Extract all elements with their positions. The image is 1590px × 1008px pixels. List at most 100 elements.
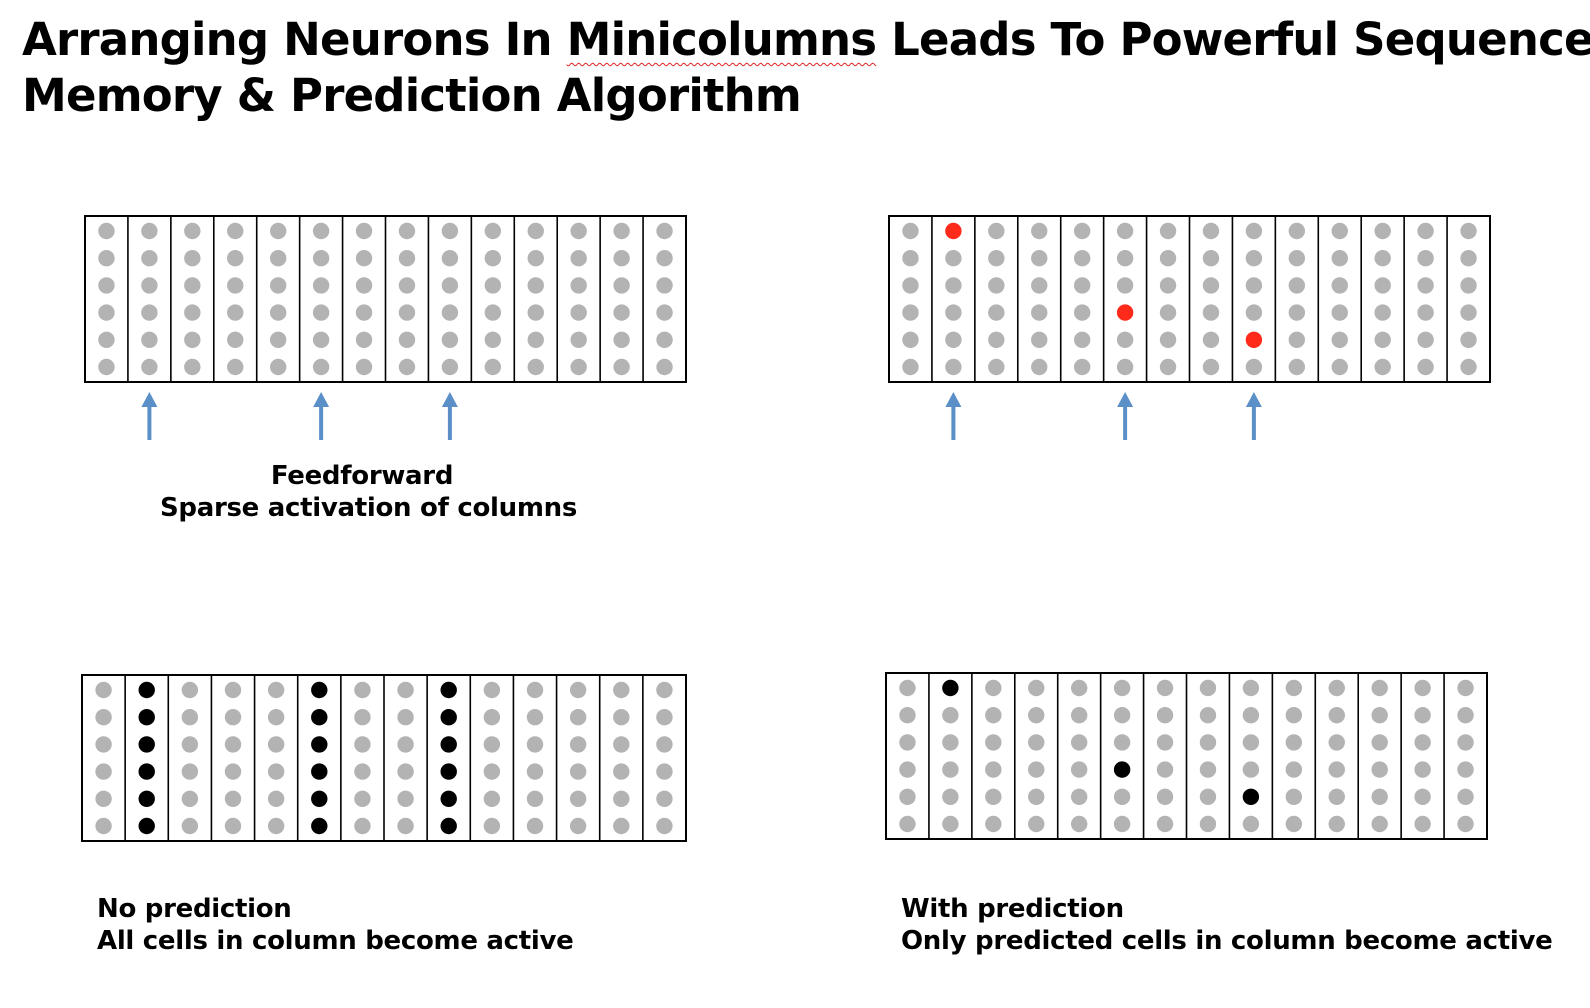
- inactive-cell: [526, 790, 544, 807]
- inactive-cell: [988, 277, 1005, 294]
- inactive-cell: [569, 681, 587, 699]
- inactive-cell: [269, 304, 287, 321]
- inactive-cell: [1028, 788, 1045, 805]
- inactive-cell: [184, 331, 201, 348]
- inactive-cell: [1156, 707, 1174, 724]
- inactive-cell: [945, 358, 962, 376]
- inactive-cell: [1070, 788, 1088, 805]
- inactive-cell: [441, 250, 459, 267]
- inactive-cell: [1156, 734, 1174, 751]
- inactive-cell: [527, 222, 544, 240]
- inactive-cell: [1159, 222, 1177, 240]
- inactive-cell: [1460, 250, 1477, 267]
- inactive-cell: [1028, 815, 1045, 833]
- inactive-cell: [526, 709, 544, 726]
- inactive-cell: [184, 304, 201, 321]
- inactive-cell: [985, 734, 1002, 751]
- active-cell: [440, 709, 457, 726]
- caption-no-prediction-line2: All cells in column become active: [97, 926, 574, 956]
- inactive-cell: [1073, 250, 1091, 267]
- inactive-cell: [899, 761, 916, 778]
- inactive-cell: [184, 250, 201, 267]
- inactive-cell: [1288, 331, 1306, 348]
- inactive-cell: [1414, 734, 1431, 751]
- inactive-cell: [985, 679, 1002, 697]
- inactive-cell: [95, 736, 112, 753]
- inactive-cell: [312, 222, 330, 240]
- caption-feedforward-line2: Sparse activation of columns: [160, 493, 578, 523]
- active-cell: [138, 790, 155, 807]
- inactive-cell: [1371, 734, 1388, 751]
- active-cell: [440, 790, 457, 807]
- inactive-cell: [267, 790, 285, 807]
- inactive-cell: [1073, 277, 1091, 294]
- inactive-cell: [95, 817, 112, 835]
- inactive-cell: [656, 304, 673, 321]
- inactive-cell: [1414, 761, 1431, 778]
- inactive-cell: [181, 790, 199, 807]
- inactive-cell: [1331, 250, 1348, 267]
- inactive-cell: [95, 709, 112, 726]
- inactive-cell: [227, 358, 244, 376]
- inactive-cell: [988, 222, 1005, 240]
- active-cell: [440, 681, 457, 699]
- inactive-cell: [1417, 304, 1434, 321]
- slide-title: Arranging Neurons In Minicolumns Leads T…: [22, 12, 1590, 124]
- inactive-cell: [1202, 222, 1220, 240]
- inactive-cell: [1288, 222, 1306, 240]
- inactive-cell: [98, 222, 115, 240]
- inactive-cell: [1374, 277, 1391, 294]
- inactive-cell: [1113, 707, 1131, 724]
- inactive-cell: [1073, 222, 1091, 240]
- inactive-cell: [1156, 761, 1174, 778]
- inactive-cell: [899, 707, 916, 724]
- inactive-cell: [224, 709, 242, 726]
- inactive-cell: [1460, 331, 1477, 348]
- inactive-cell: [656, 763, 673, 780]
- inactive-cell: [656, 790, 673, 807]
- inactive-cell: [441, 222, 459, 240]
- inactive-cell: [569, 736, 587, 753]
- feedforward-arrow-head: [441, 392, 458, 407]
- inactive-cell: [484, 277, 502, 294]
- inactive-cell: [945, 331, 962, 348]
- inactive-cell: [397, 709, 414, 726]
- feedforward-arrow-head: [313, 392, 330, 407]
- inactive-cell: [1159, 358, 1177, 376]
- feedforward-arrow-head: [1117, 392, 1134, 407]
- inactive-cell: [570, 331, 587, 348]
- inactive-cell: [98, 304, 115, 321]
- inactive-cell: [312, 250, 330, 267]
- inactive-cell: [613, 736, 630, 753]
- inactive-cell: [985, 707, 1002, 724]
- inactive-cell: [656, 817, 673, 835]
- inactive-cell: [1288, 358, 1306, 376]
- inactive-cell: [398, 222, 416, 240]
- inactive-cell: [1156, 679, 1174, 697]
- inactive-cell: [613, 331, 630, 348]
- inactive-cell: [656, 331, 673, 348]
- inactive-cell: [141, 331, 158, 348]
- inactive-cell: [141, 277, 158, 294]
- inactive-cell: [269, 222, 287, 240]
- inactive-cell: [1031, 358, 1048, 376]
- inactive-cell: [1031, 331, 1048, 348]
- inactive-cell: [269, 358, 287, 376]
- inactive-cell: [95, 790, 112, 807]
- inactive-cell: [98, 331, 115, 348]
- inactive-cell: [988, 358, 1005, 376]
- inactive-cell: [141, 250, 158, 267]
- inactive-cell: [227, 304, 244, 321]
- inactive-cell: [613, 222, 630, 240]
- inactive-cell: [398, 250, 416, 267]
- inactive-cell: [184, 222, 201, 240]
- inactive-cell: [613, 358, 630, 376]
- inactive-cell: [269, 277, 287, 294]
- inactive-cell: [267, 736, 285, 753]
- inactive-cell: [441, 331, 459, 348]
- inactive-cell: [269, 250, 287, 267]
- inactive-cell: [945, 304, 962, 321]
- inactive-cell: [1242, 679, 1260, 697]
- inactive-cell: [1242, 734, 1260, 751]
- inactive-cell: [1202, 331, 1220, 348]
